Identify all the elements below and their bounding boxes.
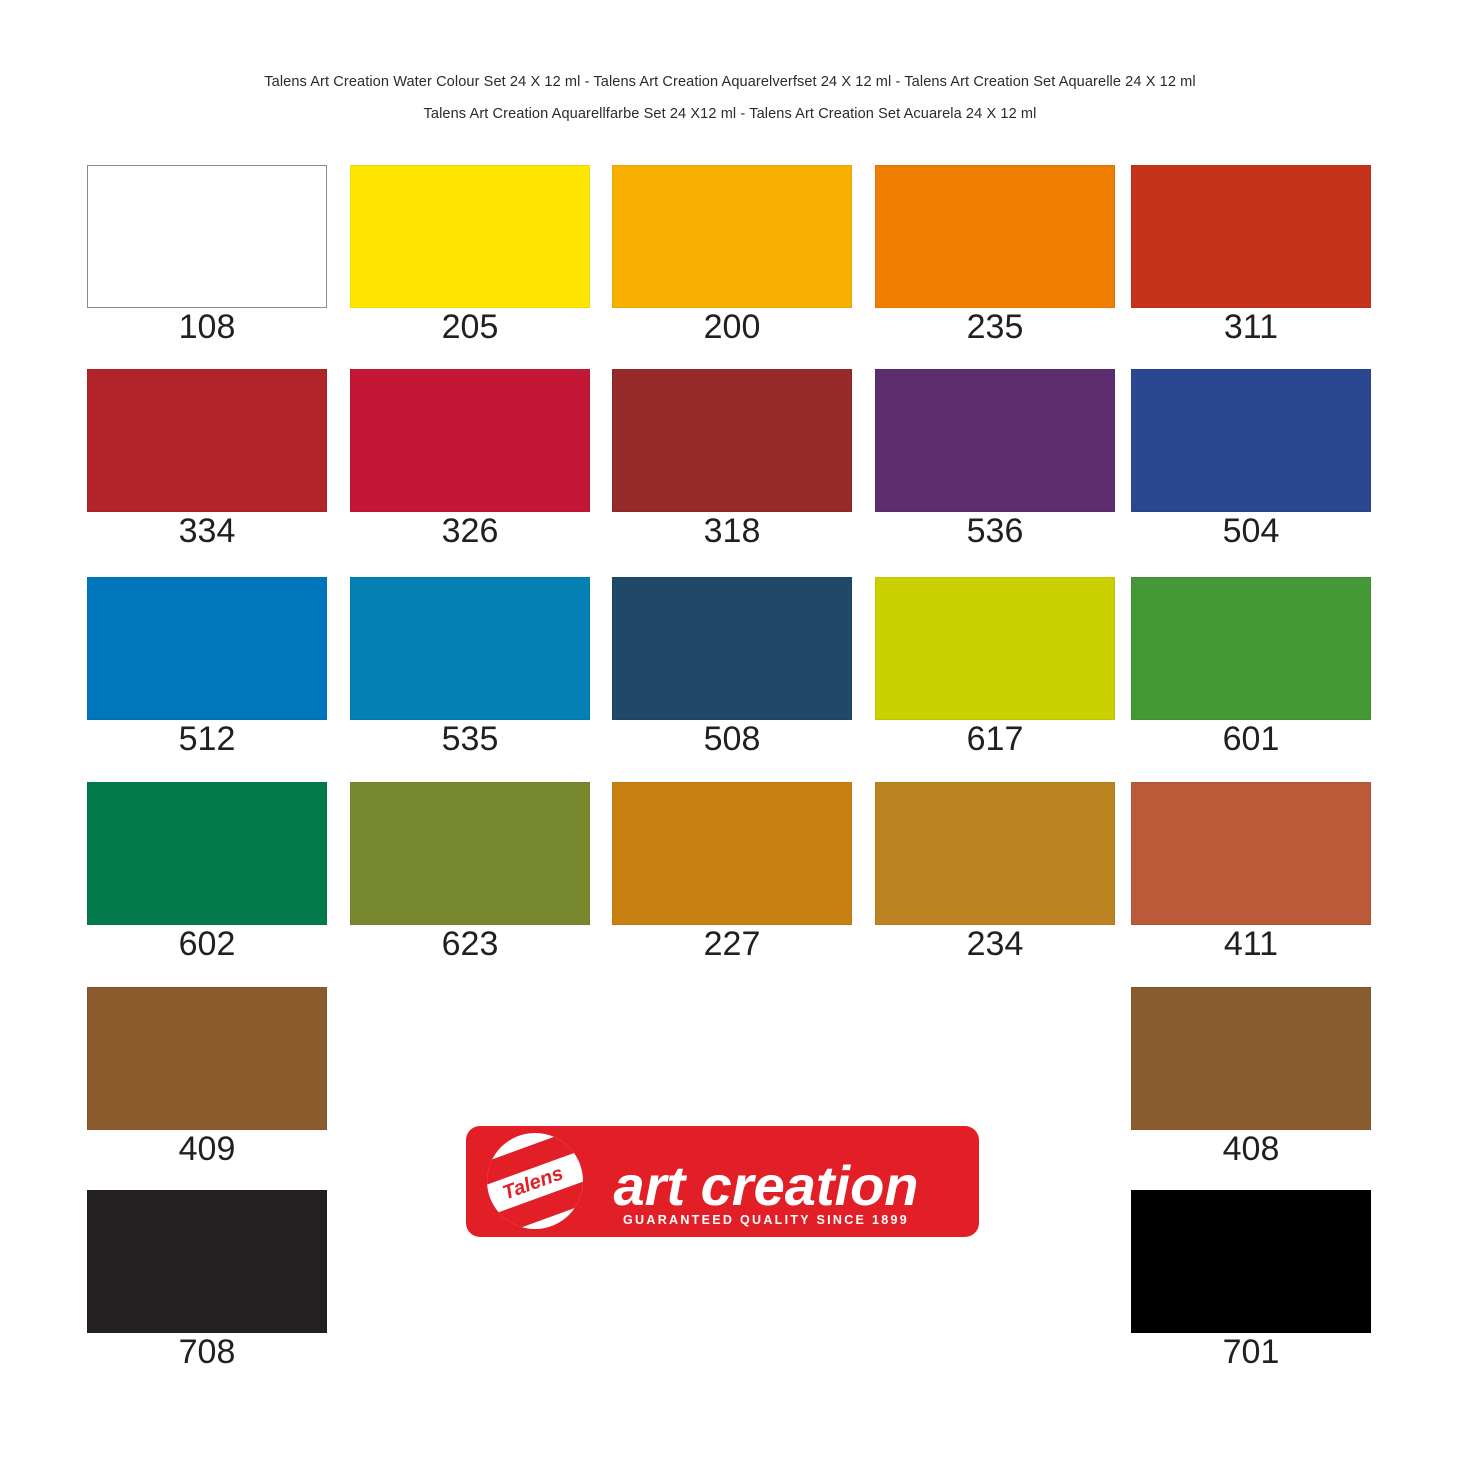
svg-text:art creation: art creation	[614, 1154, 919, 1217]
svg-text:GUARANTEED QUALITY SINCE 1899: GUARANTEED QUALITY SINCE 1899	[623, 1213, 909, 1227]
